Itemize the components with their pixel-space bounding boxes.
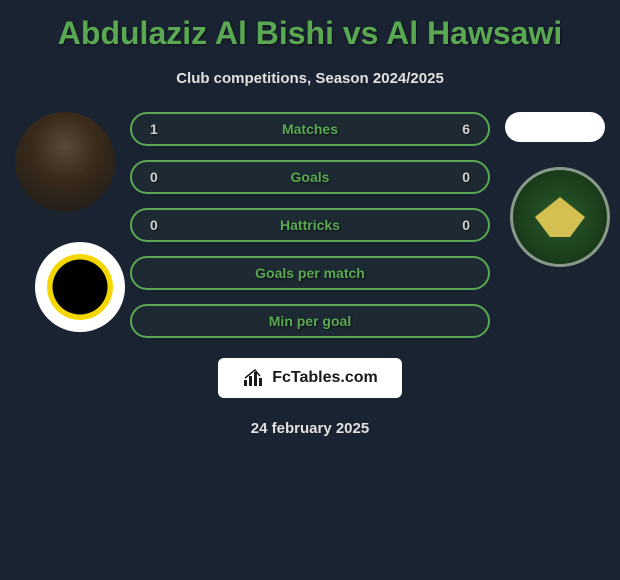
- page-title: Abdulaziz Al Bishi vs Al Hawsawi: [58, 15, 562, 52]
- player-right-column: [500, 112, 610, 338]
- stat-left-value: 0: [150, 169, 190, 185]
- stat-row-min-per-goal: Min per goal: [130, 304, 490, 338]
- stat-row-goals: 0 Goals 0: [130, 160, 490, 194]
- player-right-photo-placeholder: [505, 112, 605, 142]
- player-left-photo: [15, 112, 115, 212]
- club-right-logo-wrap: [510, 167, 610, 267]
- club-right-logo: [510, 167, 610, 267]
- stat-label: Hattricks: [280, 217, 340, 233]
- stat-left-value: 0: [150, 217, 190, 233]
- date-text: 24 february 2025: [251, 420, 369, 437]
- stat-left-value: 1: [150, 121, 190, 137]
- player-left-column: [10, 112, 120, 338]
- brand-box: FcTables.com: [218, 358, 402, 398]
- stat-label: Min per goal: [269, 313, 351, 329]
- stat-label: Matches: [282, 121, 338, 137]
- subtitle: Club competitions, Season 2024/2025: [176, 70, 444, 87]
- comparison-card: Abdulaziz Al Bishi vs Al Hawsawi Club co…: [0, 0, 620, 447]
- stat-label: Goals: [291, 169, 330, 185]
- chart-icon: [242, 368, 266, 388]
- stat-right-value: 6: [430, 121, 470, 137]
- stat-row-matches: 1 Matches 6: [130, 112, 490, 146]
- stats-list: 1 Matches 6 0 Goals 0 0 Hattricks 0 Goal…: [120, 112, 500, 338]
- stat-row-goals-per-match: Goals per match: [130, 256, 490, 290]
- stat-right-value: 0: [430, 169, 470, 185]
- stat-label: Goals per match: [255, 265, 365, 281]
- brand-text: FcTables.com: [272, 369, 378, 387]
- player-left-photo-placeholder: [15, 112, 115, 212]
- stats-area: 1 Matches 6 0 Goals 0 0 Hattricks 0 Goal…: [0, 112, 620, 338]
- stat-row-hattricks: 0 Hattricks 0: [130, 208, 490, 242]
- stat-right-value: 0: [430, 217, 470, 233]
- club-left-logo: [35, 242, 125, 332]
